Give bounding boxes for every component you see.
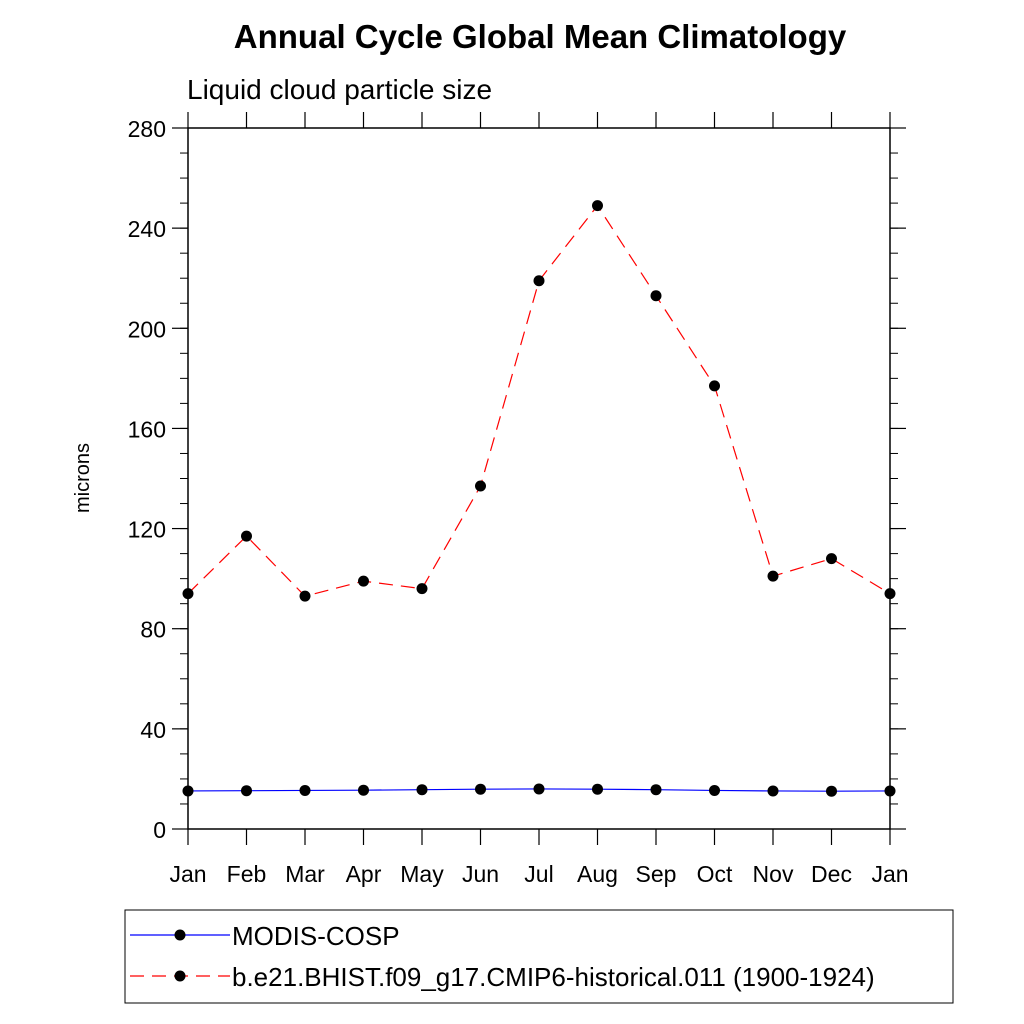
series-0-point [709, 784, 720, 796]
y-tick-label: 40 [140, 717, 166, 743]
series-0-point [533, 783, 545, 795]
x-tick-label: Mar [285, 861, 325, 887]
x-tick-labels: Jan Feb Mar Apr May Jun Jul Aug Sep Oct Nov Dec Jan [169, 861, 908, 887]
series-0-point [475, 783, 486, 795]
series-1-point [826, 553, 837, 565]
series-0-point [358, 784, 369, 796]
series-1-point [592, 200, 603, 212]
major-ticks [172, 112, 906, 845]
y-tick-label: 80 [140, 617, 166, 643]
series-0-point [592, 783, 603, 795]
x-tick-label: Jul [524, 861, 553, 887]
series-1-point [416, 583, 428, 595]
series-0-point [299, 784, 311, 796]
series-1-point [358, 575, 369, 587]
chart-subtitle: Liquid cloud particle size [187, 74, 492, 105]
x-tick-label: May [400, 861, 444, 887]
y-tick-label: 120 [128, 517, 166, 543]
series-1-point [650, 290, 662, 302]
series-1-point [475, 480, 486, 492]
x-tick-label: Jun [462, 861, 499, 887]
x-tick-label: Aug [577, 861, 618, 887]
x-tick-label: Jan [169, 861, 206, 887]
series-group [182, 200, 896, 797]
series-0-point [416, 784, 428, 796]
legend-marker-model [174, 970, 186, 982]
y-tick-label: 200 [128, 316, 166, 342]
series-0-point [650, 784, 662, 796]
x-tick-label: Feb [227, 861, 267, 887]
series-0-point [767, 785, 779, 797]
y-tick-label: 280 [128, 116, 166, 142]
x-tick-label: Jan [871, 861, 908, 887]
minor-ticks [180, 127, 898, 830]
legend-label-modis: MODIS-COSP [232, 921, 400, 951]
series-0-point [826, 785, 837, 797]
legend: MODIS-COSP b.e21.BHIST.f09_g17.CMIP6-his… [124, 909, 954, 1004]
y-axis-label: microns [72, 443, 94, 513]
series-1-point [241, 530, 252, 542]
series-1-point [767, 570, 779, 582]
series-0-point [241, 785, 252, 797]
series-1-point [884, 588, 896, 600]
series-1-point [533, 275, 545, 287]
series-0-point [884, 785, 896, 797]
y-tick-label: 0 [153, 817, 166, 843]
chart-title: Annual Cycle Global Mean Climatology [234, 18, 847, 55]
legend-box [124, 909, 954, 1004]
legend-marker-modis [174, 929, 186, 941]
x-tick-label: Nov [753, 861, 794, 887]
y-tick-label: 160 [128, 416, 166, 442]
x-tick-label: Oct [697, 861, 733, 887]
y-tick-labels: 0 40 80 120 160 200 240 280 [128, 116, 166, 843]
x-tick-label: Sep [636, 861, 677, 887]
plot-area [187, 127, 891, 830]
series-0-point [182, 785, 194, 797]
y-tick-label: 240 [128, 216, 166, 242]
legend-label-model: b.e21.BHIST.f09_g17.CMIP6-historical.011… [232, 962, 875, 992]
x-tick-label: Dec [811, 861, 852, 887]
series-1-point [709, 380, 720, 392]
x-tick-label: Apr [346, 861, 382, 887]
series-line-1 [187, 204, 891, 597]
series-1-point [299, 590, 311, 602]
series-1-point [182, 588, 194, 600]
